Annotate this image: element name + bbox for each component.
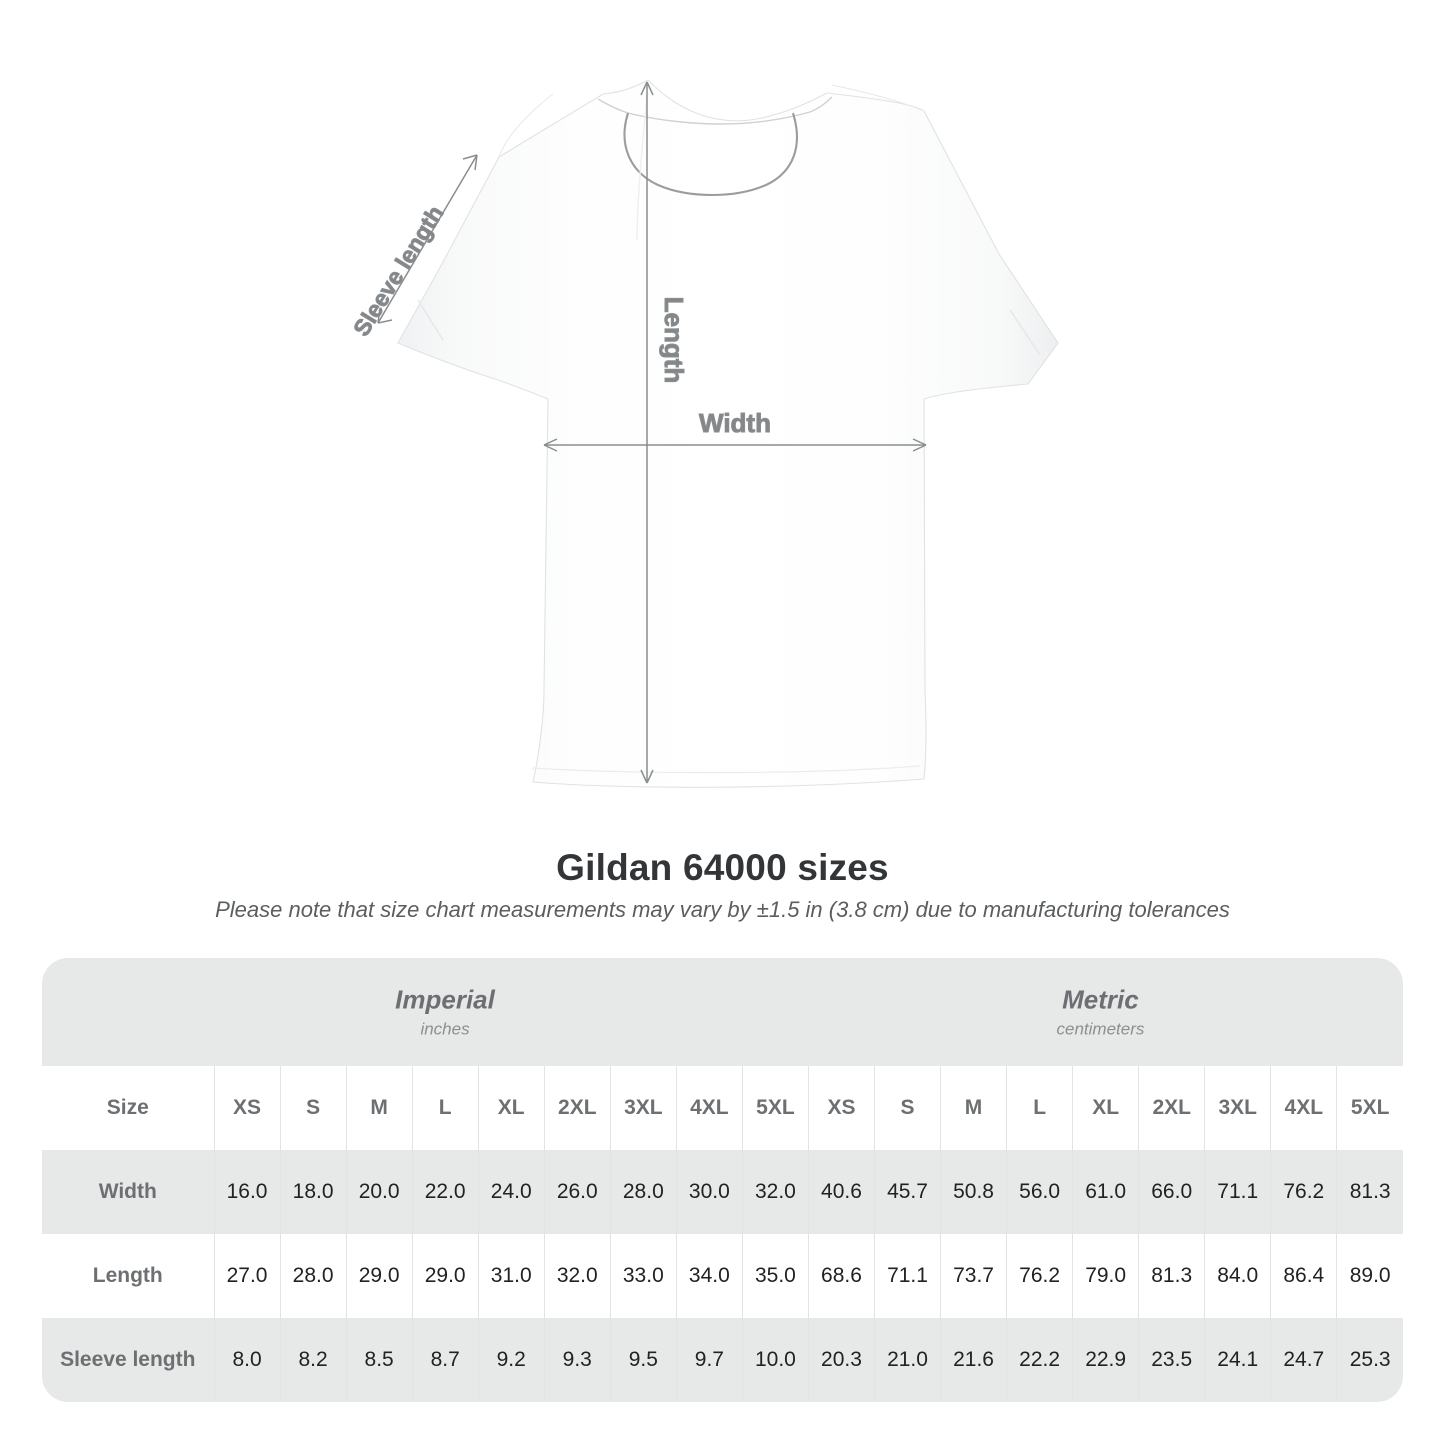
svg-text:Width: Width <box>699 408 771 438</box>
svg-text:Length: Length <box>659 297 689 384</box>
